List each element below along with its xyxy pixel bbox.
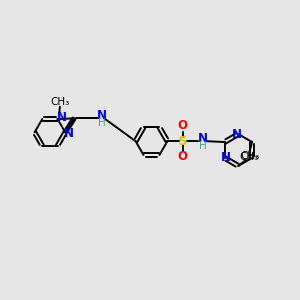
- Text: N: N: [97, 109, 106, 122]
- Text: CH₃: CH₃: [241, 151, 260, 160]
- Text: O: O: [178, 150, 188, 163]
- Text: CH₃: CH₃: [239, 152, 259, 162]
- Text: S: S: [178, 135, 188, 148]
- Text: H: H: [199, 141, 207, 151]
- Text: N: N: [232, 128, 242, 141]
- Text: CH₃: CH₃: [50, 97, 70, 107]
- Text: N: N: [57, 111, 67, 124]
- Text: N: N: [221, 151, 231, 164]
- Text: N: N: [64, 127, 74, 140]
- Text: H: H: [98, 118, 105, 128]
- Text: O: O: [178, 119, 188, 132]
- Text: N: N: [198, 132, 208, 145]
